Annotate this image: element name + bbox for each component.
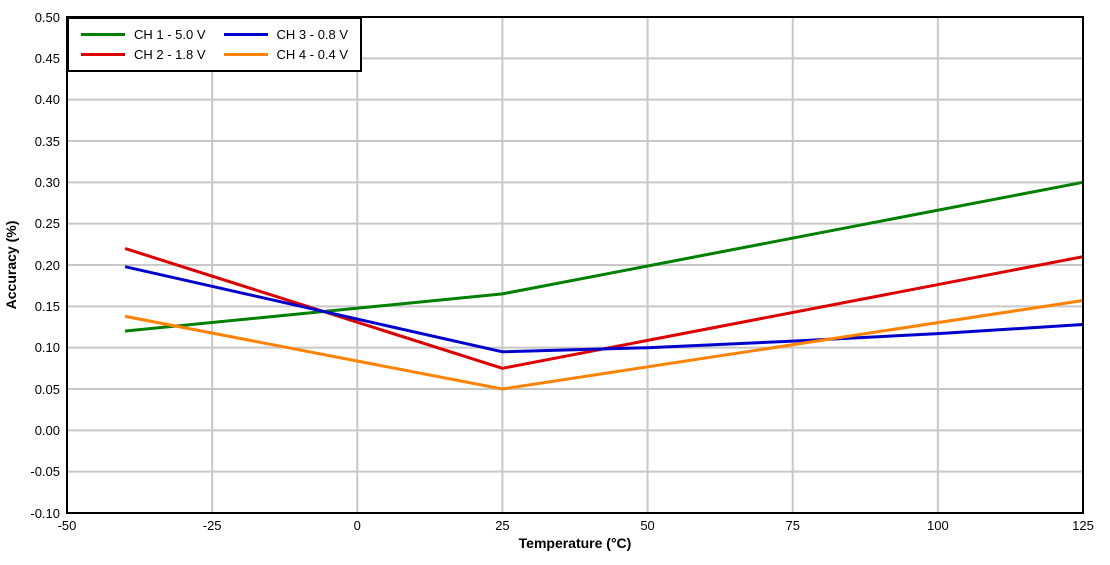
y-tick-label-0.45: 0.45 xyxy=(34,50,60,66)
ch4-line-swatch xyxy=(223,53,268,56)
x-axis-title: Temperature (°C) xyxy=(518,535,632,551)
x-tick-label--50: -50 xyxy=(57,518,77,533)
legend-item-ch2: CH 2 - 1.8 V xyxy=(81,46,206,63)
legend-label-ch1: CH 1 - 5.0 V xyxy=(134,27,206,42)
y-tick-label-0.50: 0.50 xyxy=(34,9,60,25)
x-tick-label-25: 25 xyxy=(495,518,510,533)
ch1-line-swatch xyxy=(81,33,125,36)
x-tick-label-125: 125 xyxy=(1072,518,1094,533)
legend-label-ch3: CH 3 - 0.8 V xyxy=(276,27,349,42)
legend-label-ch2: CH 2 - 1.8 V xyxy=(134,47,206,62)
y-tick-label-0.30: 0.30 xyxy=(34,174,60,190)
x-tick-label-0: 0 xyxy=(353,518,361,533)
y-tick-label-0.40: 0.40 xyxy=(34,92,60,108)
y-tick-label-0.15: 0.15 xyxy=(34,298,60,314)
series-line-ch2 xyxy=(124,247,1084,370)
y-tick-label-0.05: 0.05 xyxy=(34,381,60,397)
series-line-ch1 xyxy=(124,180,1084,333)
legend-label-ch4: CH 4 - 0.4 V xyxy=(276,47,349,62)
ch3-line-swatch xyxy=(223,33,268,36)
x-tick-label-50: 50 xyxy=(640,518,655,533)
legend-item-ch3: CH 3 - 0.8 V xyxy=(223,26,349,43)
y-tick-label--0.10: -0.10 xyxy=(30,505,60,521)
y-tick-label-0.35: 0.35 xyxy=(34,133,60,149)
y-tick-label-0.20: 0.20 xyxy=(34,257,60,273)
x-tick-label--25: -25 xyxy=(202,518,222,533)
y-tick-label-0.10: 0.10 xyxy=(34,340,60,356)
ch2-line-swatch xyxy=(81,53,125,56)
plot-border xyxy=(66,16,1084,514)
y-tick-label--0.05: -0.05 xyxy=(30,464,60,480)
x-tick-label-100: 100 xyxy=(926,518,949,533)
y-tick-label-0.00: 0.00 xyxy=(34,422,60,438)
y-tick-label-0.25: 0.25 xyxy=(34,216,60,232)
legend-item-ch1: CH 1 - 5.0 V xyxy=(81,26,206,43)
legend: CH 1 - 5.0 V CH 2 - 1.8 V CH 3 - 0.8 V C… xyxy=(67,17,363,72)
x-tick-label-75: 75 xyxy=(785,518,800,533)
legend-item-ch4: CH 4 - 0.4 V xyxy=(223,46,349,63)
series-line-ch3 xyxy=(124,265,1084,354)
series-line-ch4 xyxy=(124,299,1084,391)
